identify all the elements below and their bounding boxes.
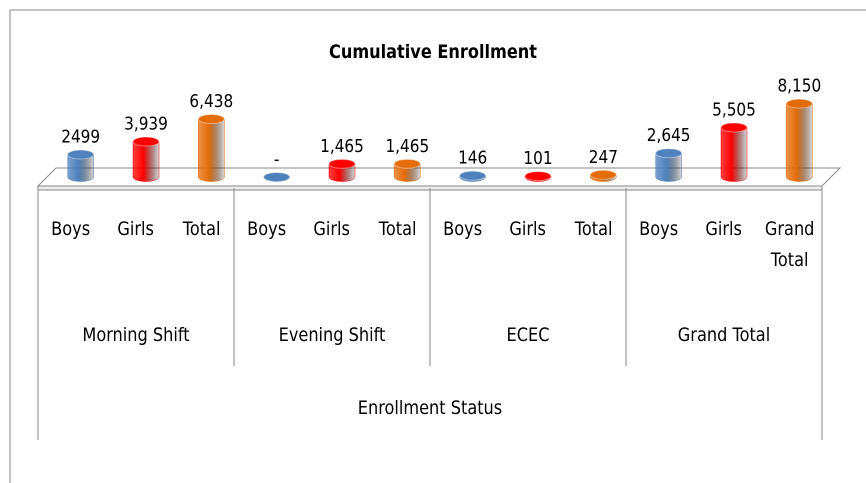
value-label: 2,645 [647, 124, 691, 146]
bar-top [655, 148, 683, 159]
x-tick-label: Boys [51, 218, 91, 240]
bar-body [720, 127, 748, 182]
bar-body [786, 103, 813, 182]
value-label: 146 [458, 146, 487, 168]
axis-label: Enrollment Status [357, 397, 503, 419]
bar [263, 172, 291, 182]
bar-top [328, 158, 356, 169]
x-tick-label: Boys [443, 218, 483, 240]
bar-top [393, 158, 421, 169]
x-tick-label: Girls [705, 218, 743, 240]
x-tick-label: Boys [247, 218, 287, 240]
x-tick-label: Total [378, 218, 417, 240]
bar-top [459, 170, 487, 181]
x-tick-label: Girls [117, 218, 155, 240]
bar-top [524, 171, 552, 182]
x-tick-label: Grand Total [764, 218, 815, 271]
x-tick-label: Boys [639, 218, 679, 240]
bar [132, 136, 160, 182]
bar-top [132, 136, 160, 147]
x-tick-label: Girls [313, 218, 351, 240]
value-label: 6,438 [189, 90, 233, 112]
chart-title: Cumulative Enrollment [329, 42, 538, 64]
value-label: 101 [523, 147, 552, 169]
bar-top [263, 172, 291, 182]
bar-body [132, 141, 160, 182]
bar-top [67, 149, 95, 160]
bar [720, 122, 748, 182]
bar [655, 148, 683, 182]
bar [459, 170, 487, 182]
value-label: 2499 [61, 125, 100, 147]
group-label: ECEC [506, 324, 550, 346]
bar-top [589, 169, 617, 180]
bar [524, 171, 552, 182]
bar [589, 169, 617, 182]
frame [9, 9, 866, 483]
value-label: 1,465 [385, 135, 429, 157]
bar-top [720, 122, 748, 133]
x-tick-label: Total [574, 218, 613, 240]
bar-top [197, 114, 225, 125]
bar [67, 149, 95, 182]
value-label: - [274, 148, 280, 170]
value-label: 5,505 [712, 98, 756, 120]
group-label: Evening Shift [278, 324, 386, 346]
value-label: 3,939 [124, 112, 168, 134]
bar-top [785, 98, 813, 109]
group-label: Grand Total [677, 324, 771, 346]
x-tick-label: Girls [509, 218, 547, 240]
group-label: Morning Shift [82, 324, 190, 346]
value-label: 8,150 [777, 74, 821, 96]
bar [393, 158, 421, 182]
value-label: 1,465 [320, 135, 364, 157]
value-label: 247 [589, 146, 618, 168]
bar [197, 114, 225, 182]
bar [328, 158, 356, 182]
x-tick-label: Total [182, 218, 221, 240]
bar-body [198, 118, 225, 182]
bar [785, 98, 813, 182]
